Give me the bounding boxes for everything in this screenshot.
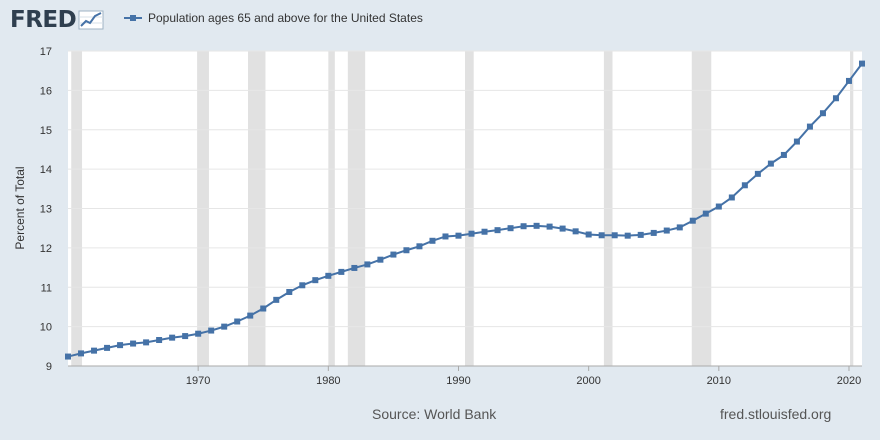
data-point	[780, 151, 787, 158]
y-axis-label: Percent of Total	[13, 166, 27, 249]
x-tick-label: 1980	[316, 375, 340, 387]
data-point	[377, 256, 384, 263]
x-tick-label: 1990	[446, 375, 470, 387]
y-tick-label: 17	[40, 46, 52, 58]
y-tick-label: 15	[40, 125, 52, 137]
data-point	[247, 312, 254, 319]
data-point	[182, 333, 189, 340]
data-point	[312, 277, 319, 284]
data-point	[455, 232, 462, 239]
data-point	[286, 288, 293, 295]
data-point	[806, 123, 813, 130]
data-point	[559, 225, 566, 232]
y-tick-label: 9	[46, 361, 52, 373]
data-point	[689, 217, 696, 224]
chart-logo-icon	[78, 10, 104, 30]
data-point	[494, 227, 501, 234]
data-point	[702, 210, 709, 217]
x-tick-label: 2000	[576, 375, 600, 387]
y-tick-label: 12	[40, 243, 52, 255]
data-point	[390, 251, 397, 258]
data-point	[767, 160, 774, 167]
data-point	[208, 327, 215, 334]
y-tick-label: 10	[40, 322, 52, 334]
data-point	[104, 344, 111, 351]
data-point	[130, 340, 137, 347]
data-point	[507, 225, 514, 232]
y-tick-label: 13	[40, 204, 52, 216]
data-point	[91, 347, 98, 354]
data-point	[429, 237, 436, 244]
data-point	[143, 339, 150, 346]
legend-swatch-icon	[124, 13, 142, 23]
fred-logo[interactable]: FRED	[10, 7, 104, 33]
data-point	[832, 95, 839, 102]
data-point	[533, 222, 540, 229]
y-tick-label: 14	[40, 164, 52, 176]
data-point	[221, 323, 228, 330]
data-point	[819, 110, 826, 117]
data-point	[793, 138, 800, 145]
data-point	[195, 330, 202, 337]
data-point	[663, 227, 670, 234]
data-point	[481, 228, 488, 235]
data-point	[624, 232, 631, 239]
data-point	[741, 182, 748, 189]
data-point	[520, 223, 527, 230]
data-point	[169, 334, 176, 341]
data-point	[637, 231, 644, 238]
data-point	[325, 272, 332, 279]
data-point	[65, 353, 71, 360]
data-point	[468, 230, 475, 237]
data-point	[442, 233, 449, 240]
data-point	[572, 228, 579, 235]
data-point	[845, 77, 852, 84]
y-tick-label: 11	[41, 282, 52, 294]
data-point	[728, 194, 735, 201]
chart-legend: Population ages 65 and above for the Uni…	[124, 11, 423, 25]
data-point	[754, 170, 761, 177]
data-point	[416, 243, 423, 250]
data-point	[338, 268, 345, 275]
data-point	[156, 337, 163, 344]
legend-label: Population ages 65 and above for the Uni…	[148, 11, 423, 25]
data-point	[598, 232, 605, 239]
x-tick-label: 2010	[707, 375, 731, 387]
data-point	[650, 229, 657, 236]
data-point	[299, 282, 306, 289]
data-point	[273, 296, 280, 303]
x-tick-label: 1970	[186, 375, 210, 387]
data-point	[351, 264, 358, 271]
axis-ticks: 9 10 11 12 13 14 15 16 17 1970 1980 1990 2000 2010 202…	[40, 46, 862, 387]
y-tick-label: 16	[40, 85, 52, 97]
data-point	[859, 60, 865, 67]
data-point	[585, 231, 592, 238]
site-link[interactable]: fred.stlouisfed.org	[720, 406, 832, 422]
data-point	[611, 232, 618, 239]
source-label: Source: World Bank	[372, 406, 497, 422]
header: FRED	[10, 6, 104, 34]
series-layer	[65, 60, 865, 360]
logo-text: FRED	[10, 7, 77, 33]
data-point	[403, 247, 410, 254]
x-tick-label: 2020	[837, 375, 861, 387]
data-point	[364, 261, 371, 268]
data-point	[234, 318, 241, 325]
data-point	[260, 305, 267, 312]
data-point	[78, 350, 85, 357]
data-point	[546, 223, 553, 230]
data-point	[117, 342, 124, 349]
data-point	[715, 203, 722, 210]
data-point	[676, 224, 683, 231]
